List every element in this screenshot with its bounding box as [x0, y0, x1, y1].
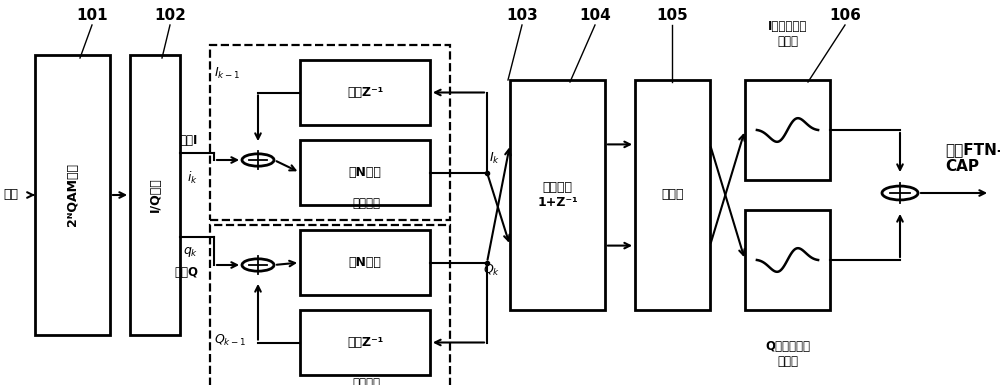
Text: $I_k$: $I_k$	[489, 151, 500, 166]
Bar	[210, 225, 450, 385]
Text: 101: 101	[76, 8, 108, 23]
Bar	[210, 45, 450, 220]
Text: 2ᴺQAM映射: 2ᴺQAM映射	[66, 164, 79, 226]
Bar	[745, 80, 830, 180]
Bar	[300, 310, 430, 375]
Text: 数据: 数据	[3, 189, 18, 201]
Text: 延追相加
1+Z⁻¹: 延追相加 1+Z⁻¹	[537, 181, 578, 209]
Bar	[35, 55, 110, 335]
Bar	[745, 210, 830, 310]
Text: 取N模数: 取N模数	[349, 256, 381, 269]
Text: 102: 102	[154, 8, 186, 23]
Bar	[300, 230, 430, 295]
Text: I/Q分路: I/Q分路	[148, 177, 162, 213]
Text: 上采样: 上采样	[661, 189, 684, 201]
Text: 延追Z⁻¹: 延追Z⁻¹	[347, 336, 383, 349]
Text: Q路同向成型
滤波器: Q路同向成型 滤波器	[765, 340, 810, 368]
Text: $Q_{k-1}$: $Q_{k-1}$	[214, 333, 246, 348]
Bar	[635, 80, 710, 310]
Text: I路同向成型
滤波器: I路同向成型 滤波器	[768, 20, 807, 48]
Text: 106: 106	[829, 8, 861, 23]
Text: $q_k$: $q_k$	[183, 245, 198, 259]
Text: 延追Z⁻¹: 延追Z⁻¹	[347, 86, 383, 99]
Text: 104: 104	[579, 8, 611, 23]
Text: 差分编码: 差分编码	[352, 197, 380, 210]
Bar	[130, 55, 180, 335]
Text: 103: 103	[506, 8, 538, 23]
Text: $Q_k$: $Q_k$	[483, 263, 500, 278]
Text: 虚部Q: 虚部Q	[174, 266, 198, 278]
Bar	[510, 80, 605, 310]
Text: 差分编码: 差分编码	[352, 377, 380, 385]
Text: $I_{k-1}$: $I_{k-1}$	[214, 65, 240, 80]
Bar	[300, 60, 430, 125]
Text: 取N模数: 取N模数	[349, 166, 381, 179]
Text: $i_k$: $i_k$	[187, 170, 198, 186]
Text: 实部I: 实部I	[180, 134, 198, 147]
Bar	[300, 140, 430, 205]
Text: 105: 105	[656, 8, 688, 23]
Text: 生成FTN-
CAP: 生成FTN- CAP	[945, 142, 1000, 174]
